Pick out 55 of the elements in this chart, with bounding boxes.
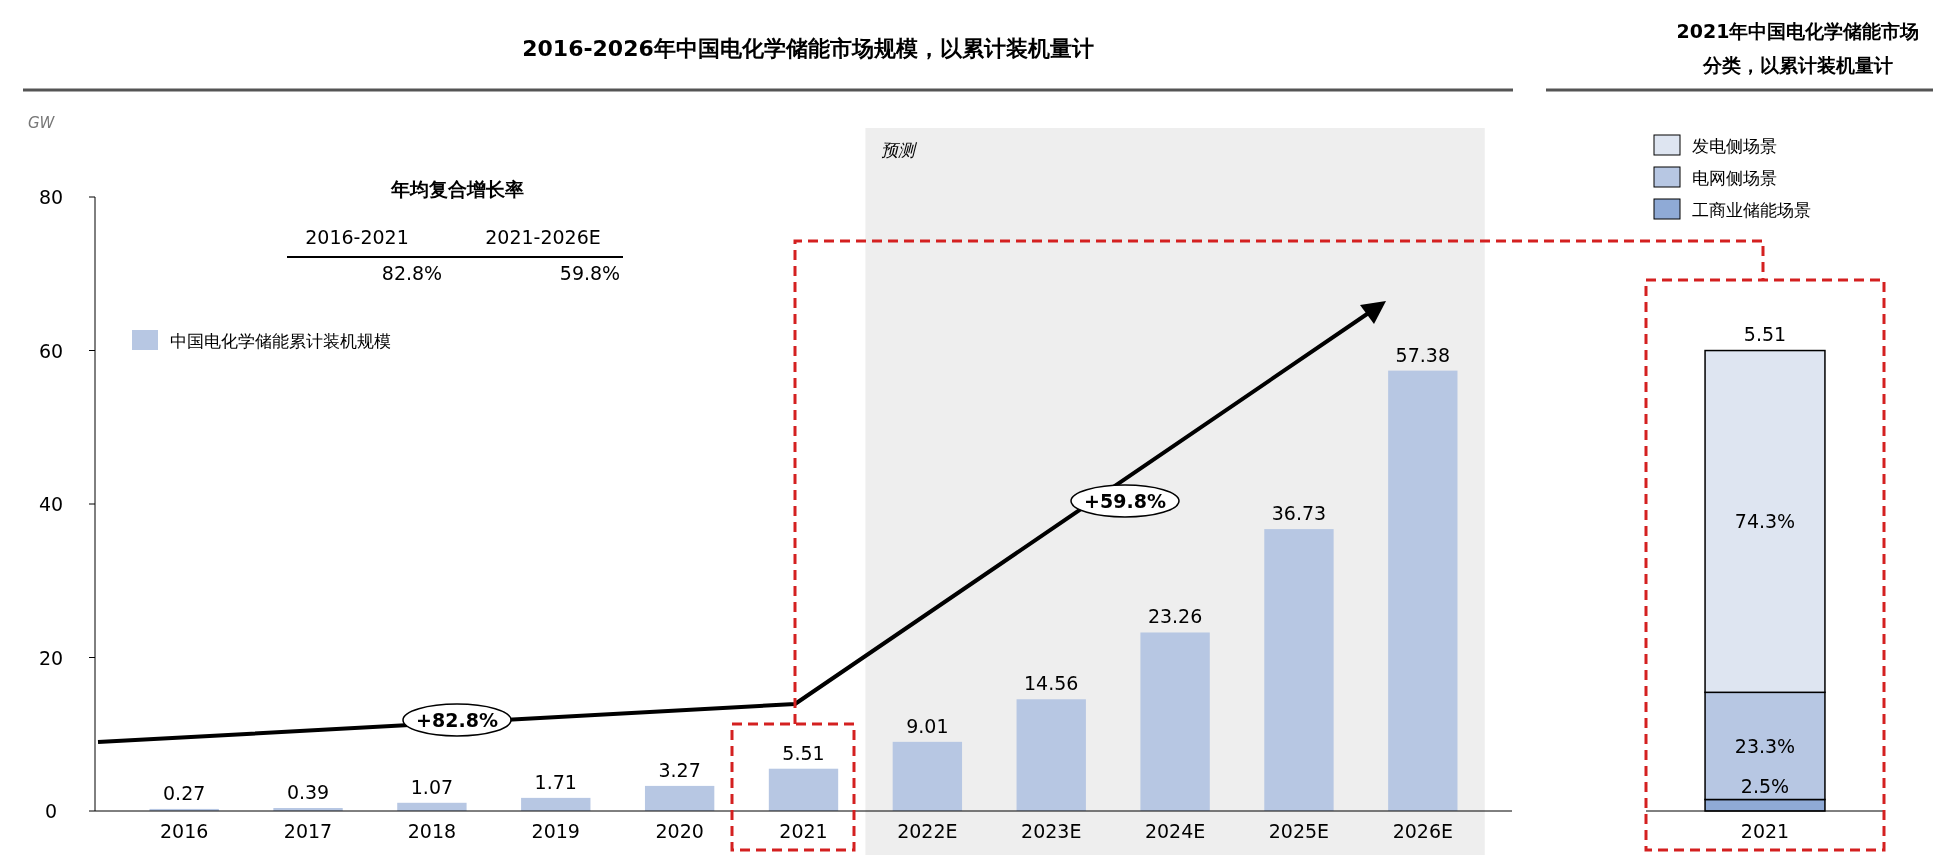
band-label: 预测 bbox=[881, 140, 919, 160]
data-label: 14.56 bbox=[1024, 672, 1079, 695]
x-tick-label: 2023E bbox=[1021, 820, 1082, 842]
x-tick-label: 2018 bbox=[407, 820, 457, 842]
legend-label: 电网侧场景 bbox=[1692, 168, 1777, 188]
bar bbox=[521, 797, 591, 811]
text: 5.51 bbox=[1743, 322, 1787, 345]
annotation: +59.8% bbox=[1084, 490, 1166, 512]
x-tick-label: 2017 bbox=[283, 820, 333, 842]
y-tick-label: 20 bbox=[38, 646, 64, 669]
data-label: 57.38 bbox=[1395, 343, 1451, 366]
x-tick-label: 2026E bbox=[1392, 820, 1453, 842]
data-label: 0.27 bbox=[163, 781, 206, 804]
data-label: 23.26 bbox=[1147, 605, 1203, 628]
bar bbox=[892, 741, 963, 811]
data-label: 2.5% bbox=[1740, 774, 1790, 797]
x-tick-label: 2025E bbox=[1268, 820, 1330, 842]
bar bbox=[644, 785, 715, 811]
chart-title: 2016-2026年中国电化学储能市场规模，以累计装机量计 bbox=[522, 36, 1094, 61]
x-tick-label: 2024E bbox=[1144, 820, 1206, 842]
data-label: 5.51 bbox=[782, 741, 825, 764]
legend-label: 工商业储能场景 bbox=[1692, 200, 1811, 220]
legend-label: 中国电化学储能累计装机规模 bbox=[170, 331, 391, 351]
data-label: 9.01 bbox=[906, 714, 949, 737]
annotation: +82.8% bbox=[416, 709, 498, 731]
y-tick-label: 40 bbox=[38, 493, 64, 515]
x-tick-label: 2019 bbox=[531, 820, 580, 842]
data-label: 3.27 bbox=[658, 758, 701, 781]
data-label: 23.3% bbox=[1734, 734, 1796, 757]
chart-title: 2021年中国电化学储能市场分类，以累计装机量计 bbox=[1676, 20, 1920, 76]
legend-label: 发电侧场景 bbox=[1692, 136, 1777, 156]
annotation: 59.8% bbox=[559, 262, 621, 284]
y-tick-label: 60 bbox=[38, 339, 64, 362]
x-tick-label: 2020 bbox=[655, 820, 704, 842]
bar bbox=[768, 768, 839, 811]
data-label: 1.07 bbox=[410, 775, 454, 798]
x-tick-label: 2022E bbox=[897, 820, 958, 842]
annotation: 年均复合增长率 bbox=[389, 178, 524, 200]
bar bbox=[1016, 699, 1086, 811]
y-tick-label: 80 bbox=[38, 186, 64, 208]
y-axis-title: GW bbox=[28, 114, 56, 132]
annotation: 2016-2021 bbox=[305, 226, 409, 248]
data-label: 0.39 bbox=[286, 781, 330, 804]
x-tick-label: 2021 bbox=[779, 820, 828, 842]
bar bbox=[1388, 370, 1458, 811]
data-label: 36.73 bbox=[1271, 502, 1327, 525]
bar bbox=[1140, 632, 1210, 811]
annotation: 82.8% bbox=[381, 262, 443, 284]
x-tick-label: 2016 bbox=[160, 820, 209, 842]
y-tick-label: 0 bbox=[44, 800, 58, 822]
data-label: 1.71 bbox=[534, 770, 577, 793]
x-tick-label: 2021 bbox=[1740, 820, 1790, 842]
bar bbox=[1264, 529, 1334, 811]
data-label: 74.3% bbox=[1734, 510, 1796, 533]
annotation: 2021-2026E bbox=[485, 226, 601, 248]
